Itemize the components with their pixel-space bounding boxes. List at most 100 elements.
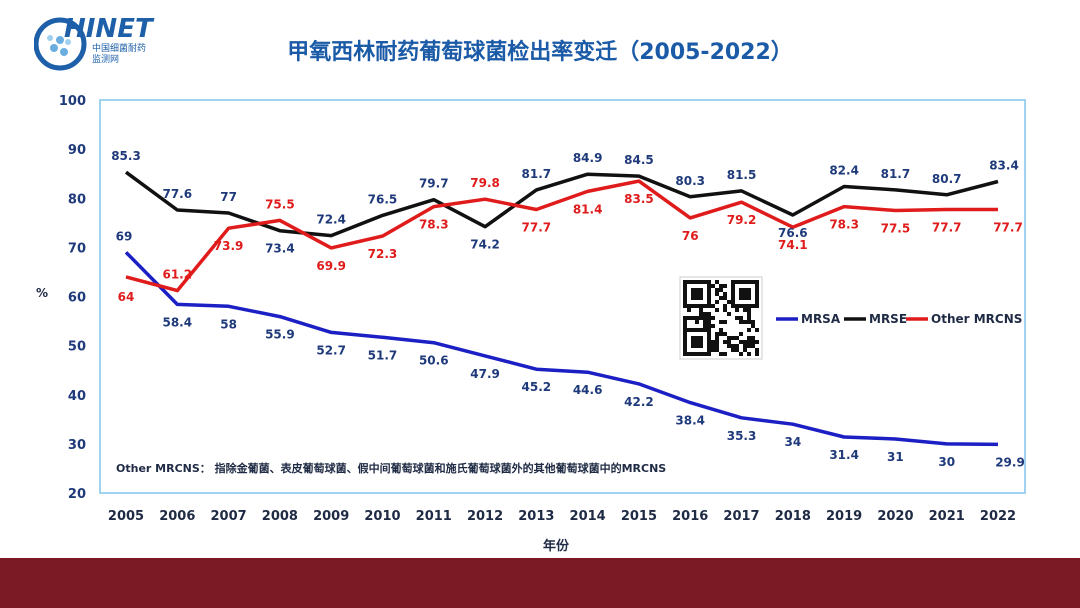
y-tick-label: 30 <box>68 438 86 453</box>
qr-code-module <box>751 320 755 324</box>
qr-code-module <box>743 344 747 348</box>
qr-code-finder <box>691 288 703 300</box>
qr-code-module <box>723 352 727 356</box>
data-label-mrsa: 58.4 <box>162 315 192 329</box>
qr-code-module <box>727 312 731 316</box>
data-label-other-mrcns: 75.5 <box>265 197 295 211</box>
qr-code-module <box>735 344 739 348</box>
data-label-mrsa: 69 <box>116 229 133 243</box>
qr-code-module <box>747 336 751 340</box>
data-label-mrse: 79.7 <box>419 177 449 191</box>
qr-code-module <box>715 288 719 292</box>
data-label-mrse: 72.4 <box>316 213 346 227</box>
qr-code-module <box>727 344 731 348</box>
chart-annotation: Other MRCNS： 指除金葡菌、表皮葡萄球菌、假中间葡萄球菌和施氏葡萄球菌… <box>116 461 666 475</box>
data-label-other-mrcns: 81.4 <box>573 202 603 216</box>
qr-code-module <box>747 308 751 312</box>
data-label-other-mrcns: 77.7 <box>993 221 1023 235</box>
y-tick-label: 60 <box>68 291 86 306</box>
qr-code-module <box>711 304 715 308</box>
qr-code-module <box>747 344 751 348</box>
data-label-mrse: 77.6 <box>162 187 192 201</box>
qr-code-module <box>747 320 751 324</box>
qr-code-module <box>735 308 739 312</box>
data-label-mrse: 74.2 <box>470 238 500 252</box>
data-label-mrse: 80.3 <box>675 174 705 188</box>
qr-code-module <box>731 348 735 352</box>
y-tick-label: 20 <box>68 487 86 502</box>
qr-code-module <box>751 344 755 348</box>
qr-code-module <box>723 304 727 308</box>
x-tick-label: 2011 <box>416 509 452 524</box>
data-label-other-mrcns: 78.3 <box>829 218 859 232</box>
qr-code-module <box>755 340 759 344</box>
logo-text: HINET <box>64 14 153 44</box>
data-label-mrsa: 52.7 <box>316 343 346 357</box>
qr-code-module <box>743 340 747 344</box>
data-label-other-mrcns: 77.7 <box>932 221 962 235</box>
qr-code-module <box>723 320 727 324</box>
qr-code-module <box>719 320 723 324</box>
qr-code-module <box>707 316 711 320</box>
data-label-mrsa: 38.4 <box>675 414 705 428</box>
qr-code-module <box>703 312 707 316</box>
qr-code-module <box>743 320 747 324</box>
qr-code-module <box>699 308 703 312</box>
qr-code-module <box>739 332 743 336</box>
data-label-other-mrcns: 73.9 <box>214 239 244 253</box>
qr-code-module <box>719 352 723 356</box>
qr-code-module <box>751 340 755 344</box>
qr-code-module <box>699 312 703 316</box>
data-label-mrsa: 34 <box>784 435 801 449</box>
qr-code-module <box>703 316 707 320</box>
qr-code-module <box>711 316 715 320</box>
qr-code-module <box>751 324 755 328</box>
qr-code-module <box>683 324 687 328</box>
data-label-mrse: 85.3 <box>111 149 141 163</box>
data-label-mrse: 84.5 <box>624 153 654 167</box>
data-label-mrse: 80.7 <box>932 172 962 186</box>
data-label-mrse: 77 <box>220 190 237 204</box>
qr-code-module <box>723 308 727 312</box>
qr-code-module <box>715 336 719 340</box>
qr-code-module <box>715 332 719 336</box>
data-label-other-mrcns: 79.2 <box>727 213 757 227</box>
qr-code-finder <box>691 336 703 348</box>
data-label-mrse: 81.5 <box>727 168 757 182</box>
data-label-mrse: 84.9 <box>573 151 603 165</box>
data-label-other-mrcns: 69.9 <box>316 259 346 273</box>
logo-subtitle-line1: 中国细菌耐药 <box>92 44 147 54</box>
qr-code-module <box>703 320 707 324</box>
y-axis-label: % <box>36 286 48 300</box>
qr-code-module <box>695 316 699 320</box>
qr-code-module <box>747 316 751 320</box>
data-label-other-mrcns: 74.1 <box>778 238 808 252</box>
data-label-mrse: 83.4 <box>989 159 1019 173</box>
qr-code-module <box>711 344 715 348</box>
qr-code-module <box>747 328 751 332</box>
plot-area <box>99 99 1026 494</box>
data-label-mrse: 81.7 <box>881 167 911 181</box>
qr-code-module <box>727 336 731 340</box>
qr-code-module <box>719 328 723 332</box>
data-label-other-mrcns: 72.3 <box>368 247 398 261</box>
qr-code-module <box>739 320 743 324</box>
data-label-mrsa: 42.2 <box>624 395 654 409</box>
data-label-mrsa: 55.9 <box>265 328 295 342</box>
series-line-mrsa <box>124 251 999 447</box>
qr-code-module <box>707 312 711 316</box>
data-label-other-mrcns: 64 <box>118 290 135 304</box>
x-tick-label: 2008 <box>262 509 298 524</box>
qr-code-module <box>735 336 739 340</box>
qr-code-module <box>719 288 723 292</box>
x-tick-label: 2019 <box>826 509 862 524</box>
qr-code-module <box>731 344 735 348</box>
x-tick-label: 2012 <box>467 509 503 524</box>
data-label-mrsa: 45.2 <box>522 380 552 394</box>
logo-subtitle: 中国细菌耐药 监测网 <box>92 44 146 66</box>
qr-code-module <box>715 292 719 296</box>
legend-label: MRSE <box>869 312 907 326</box>
data-label-mrsa: 58 <box>220 317 237 331</box>
data-label-mrsa: 35.3 <box>727 429 757 443</box>
x-tick-label: 2014 <box>570 509 606 524</box>
